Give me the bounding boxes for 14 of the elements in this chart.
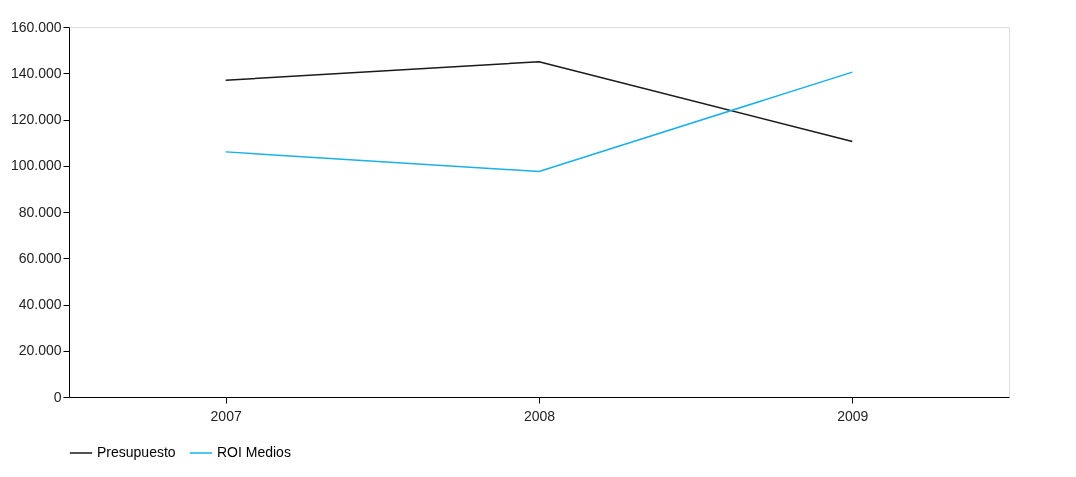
y-tick-label: 100.000 — [10, 157, 62, 174]
y-tick-label: 80.000 — [18, 203, 62, 220]
y-tick-label: 160.000 — [10, 18, 62, 35]
y-tick-label: 60.000 — [18, 249, 62, 266]
y-tick-label: 140.000 — [10, 64, 62, 81]
x-tick-label: 2009 — [837, 407, 869, 424]
x-tick-label: 2008 — [523, 407, 556, 424]
y-tick-label: 40.000 — [18, 296, 62, 312]
y-tick-label: 120.000 — [10, 111, 62, 127]
y-tick-label: 0 — [53, 388, 62, 405]
y-tick-label: 20.000 — [18, 342, 62, 359]
legend-label: Presupuesto — [97, 444, 176, 460]
legend-label: ROI Medios — [217, 444, 291, 460]
x-tick-label: 2007 — [210, 407, 242, 424]
